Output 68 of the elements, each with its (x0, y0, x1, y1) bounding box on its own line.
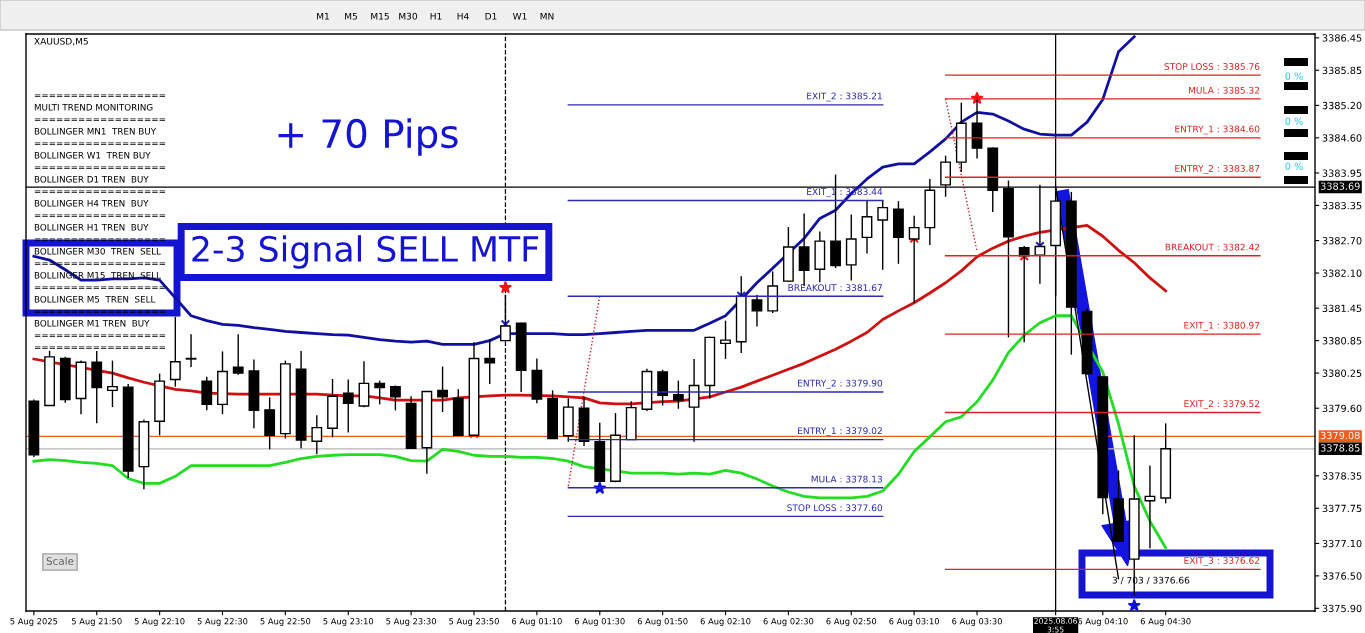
series-label: ENTRY_2 : 3383.87 (1175, 165, 1260, 174)
text: W1 (512, 12, 527, 20)
y-tick-label: 3383.35 (1322, 201, 1362, 210)
series-label: STOP LOSS : 3377.60 (787, 504, 883, 512)
x-tick-label: 6 Aug 04:30 (1140, 618, 1191, 627)
text: M5 (345, 12, 357, 20)
series-label: EXIT_2 : 3385.21 (807, 92, 882, 102)
annotation: 2-3 Signal SELL MTF (192, 235, 539, 269)
text: H1 (430, 12, 442, 20)
y-tick-label: 3376.50 (1322, 572, 1362, 580)
ref-line-label: 3383.69 (1320, 182, 1360, 190)
x-tick-label: 6 Aug 04:10 (1077, 618, 1128, 627)
annotation: Scale (46, 556, 74, 566)
x-tick-label: 6 Aug 02:50 (826, 618, 877, 627)
x-tick-label: 5 Aug 22:50 (260, 618, 311, 627)
series-label: EXIT_2 : 3379.52 (1184, 400, 1260, 410)
y-tick-label: 3385.20 (1322, 101, 1362, 110)
series-label: EXIT_3 : 3376.62 (1184, 557, 1260, 566)
y-tick-label: 3384.60 (1322, 134, 1362, 142)
y-tick-label: 3377.10 (1322, 539, 1362, 548)
y-tick-label: 3381.45 (1322, 304, 1362, 312)
text: M30 (399, 12, 418, 20)
y-tick-label: 3375.90 (1322, 604, 1362, 613)
annotation: 0 % (1285, 162, 1303, 170)
x-tick-label: 6 Aug 02:30 (763, 618, 814, 627)
y-tick-label: 3386.45 (1322, 34, 1362, 42)
x-tick-label: 6 Aug 01:10 (512, 618, 562, 627)
series-label: MULA : 3385.32 (1188, 86, 1260, 94)
annotation: 0 % (1285, 117, 1303, 125)
annotation: + 70 Pips (278, 118, 458, 156)
x-tick-label: 5 Aug 2025 (10, 618, 58, 627)
annotation: 0 % (1285, 72, 1303, 80)
series-label: BREAKOUT : 3381.67 (788, 284, 882, 292)
x-tick-label: 5 Aug 23:10 (323, 618, 374, 627)
series-label: BREAKOUT : 3382.42 (1165, 243, 1260, 251)
y-tick-label: 3382.70 (1322, 237, 1362, 245)
x-tick-label: 5 Aug 22:30 (197, 618, 248, 627)
x-tick-label: 5 Aug 21:50 (71, 618, 122, 627)
y-tick-label: 3377.75 (1322, 504, 1362, 513)
y-tick-label: 3382.10 (1322, 269, 1362, 277)
ref-line-label: 3379.08 (1320, 431, 1360, 440)
x-tick-label: 6 Aug 02:10 (700, 618, 751, 627)
series-label: EXIT_1 : 3380.97 (1184, 321, 1260, 331)
text: M1 (317, 12, 329, 20)
series-label: ENTRY_2 : 3379.90 (798, 379, 883, 389)
x-tick-label: 6 Aug 01:50 (637, 618, 688, 627)
text: M15 (371, 12, 389, 20)
text: D1 (485, 12, 497, 20)
x-tick-label: 6 Aug 03:10 (889, 618, 940, 627)
text: H4 (457, 12, 469, 20)
x-tick-label: 5 Aug 23:50 (449, 618, 499, 627)
x-tick-label: 5 Aug 23:30 (386, 618, 437, 627)
series-label: STOP LOSS : 3385.76 (1164, 63, 1260, 70)
y-tick-label: 3378.35 (1322, 472, 1362, 480)
series-label: ENTRY_1 : 3384.60 (1175, 125, 1260, 135)
y-tick-label: 3385.85 (1322, 66, 1362, 75)
series-label: MULA : 3378.13 (811, 475, 882, 483)
x-tick-label: 6 Aug 01:30 (574, 618, 625, 627)
annotation: XAUUSD,M5 (34, 37, 88, 46)
x-tick-label: 6 Aug 03:30 (952, 618, 1002, 627)
y-tick-label: 3383.95 (1322, 169, 1362, 177)
x-tick-label: 5 Aug 22:10 (134, 618, 185, 627)
y-tick-label: 3380.85 (1322, 337, 1362, 345)
series-label: ENTRY_1 : 3379.02 (798, 427, 882, 437)
text: MN (540, 12, 554, 20)
y-tick-label: 3379.60 (1322, 404, 1362, 413)
ref-line-label: 3378.85 (1320, 444, 1360, 452)
y-tick-label: 3380.25 (1322, 369, 1362, 377)
